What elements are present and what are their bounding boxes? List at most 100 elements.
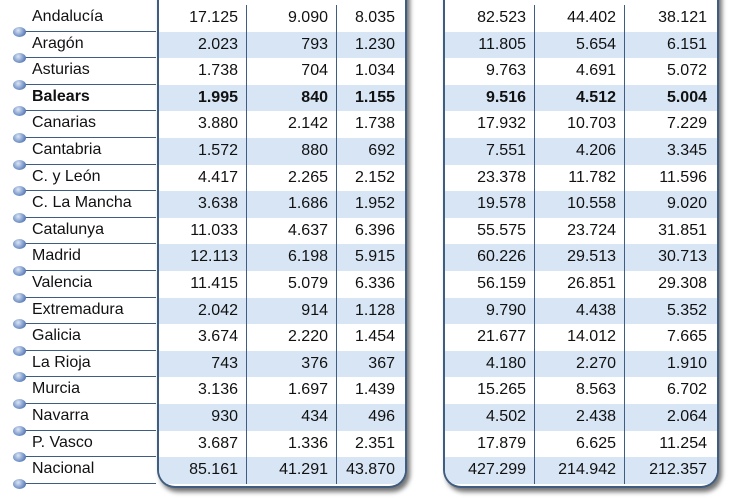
bullet-icon — [13, 425, 26, 436]
table-cell: 212.357 — [649, 461, 707, 479]
table-cell: 496 — [368, 408, 395, 425]
table-cell: 3.687 — [159, 430, 247, 458]
region-name: P. Vasco — [32, 433, 93, 451]
region-name: Murcia — [32, 380, 81, 398]
table-row: 21.677 14.012 7.665 — [445, 324, 717, 351]
region-name: Extremadura — [32, 300, 124, 318]
table-cell: 23.724 — [535, 217, 625, 245]
table-cell: 17.932 — [445, 111, 535, 138]
table-row: 9.790 4.438 5.352 — [445, 297, 717, 325]
table-cell: 2.438 — [535, 404, 625, 431]
table-cell: 1.128 — [354, 301, 395, 319]
table-row: 17.125 9.090 8.035 — [159, 5, 405, 32]
row-label: C. La Mancha — [13, 191, 156, 223]
table-row: 3.687 1.336 2.351 — [159, 430, 405, 458]
bullet-icon — [13, 345, 26, 356]
table-block-2: 82.523 44.402 38.121 11.805 5.654 6.151 9.763 4… — [443, 0, 719, 488]
table-row: 11.805 5.654 6.151 — [445, 31, 717, 59]
table-cell: 43.870 — [346, 461, 395, 479]
table-row: 56.159 26.851 29.308 — [445, 271, 717, 298]
table-cell: 4.502 — [445, 404, 535, 431]
table-cell: 1.995 — [159, 84, 247, 112]
bullet-icon — [13, 239, 26, 250]
row-label: Aragón — [13, 32, 156, 64]
table-cell: 6.151 — [666, 35, 707, 53]
table-cell: 1.910 — [666, 354, 707, 372]
table-cell: 2.152 — [354, 168, 395, 186]
region-name: Navarra — [32, 407, 89, 424]
table-cell: 6.702 — [666, 381, 707, 399]
table-cell: 3.880 — [159, 111, 247, 138]
row-label: Balears — [13, 85, 156, 117]
region-name: Valencia — [32, 274, 93, 291]
table-cell: 6.336 — [354, 275, 395, 292]
row-label: Valencia — [13, 271, 156, 303]
table-cell: 19.578 — [445, 191, 535, 218]
table-cell: 1.952 — [354, 195, 395, 213]
table-cell: 44.402 — [535, 5, 625, 32]
table-cell: 7.551 — [445, 138, 535, 165]
table-cell: 2.220 — [247, 324, 337, 351]
table-row: 9.763 4.691 5.072 — [445, 58, 717, 85]
table-cell: 14.012 — [535, 324, 625, 351]
table-cell: 2.042 — [159, 297, 247, 325]
table-cell: 5.654 — [535, 31, 625, 59]
table-cell: 11.596 — [659, 168, 707, 186]
row-label: Murcia — [13, 377, 156, 409]
table-cell: 4.512 — [535, 84, 625, 112]
table-cell: 4.438 — [535, 297, 625, 325]
table-cell: 1.572 — [159, 138, 247, 165]
table-cell: 1.439 — [354, 381, 395, 399]
row-label: Nacional — [13, 457, 156, 489]
table-row: 2.023 793 1.230 — [159, 31, 405, 59]
table-cell: 7.229 — [666, 115, 707, 133]
table-cell: 793 — [247, 31, 337, 59]
table-cell: 11.782 — [535, 164, 625, 192]
table-cell: 23.378 — [445, 164, 535, 192]
table-row: 930 434 496 — [159, 404, 405, 431]
bullet-icon — [13, 398, 26, 409]
table-cell: 5.004 — [666, 88, 707, 106]
table-cell: 5.352 — [666, 301, 707, 319]
table-cell: 930 — [159, 404, 247, 431]
row-label: La Rioja — [13, 351, 156, 383]
table-cell: 17.125 — [159, 5, 247, 32]
table-row: 2.042 914 1.128 — [159, 297, 405, 325]
table-cell: 6.625 — [535, 430, 625, 458]
table-cell: 1.738 — [159, 58, 247, 85]
table-cell: 434 — [247, 404, 337, 431]
table-cell: 9.090 — [247, 5, 337, 32]
table-row: 17.932 10.703 7.229 — [445, 111, 717, 138]
table-cell: 7.665 — [666, 328, 707, 346]
region-name: Catalunya — [32, 220, 105, 238]
row-label: Canarias — [13, 111, 156, 143]
region-name: Aragón — [32, 34, 84, 52]
table-row: 4.180 2.270 1.910 — [445, 350, 717, 378]
region-name: C. y León — [32, 167, 101, 185]
table-cell: 704 — [247, 58, 337, 85]
table-cell: 2.351 — [354, 434, 395, 452]
bullet-icon — [13, 319, 26, 330]
table-cell: 11.805 — [445, 31, 535, 59]
table-cell: 880 — [247, 138, 337, 165]
row-label: Cantabria — [13, 138, 156, 170]
table-cell: 29.513 — [535, 244, 625, 271]
table-row: 11.415 5.079 6.336 — [159, 271, 405, 298]
table-cell: 55.575 — [445, 217, 535, 245]
region-name: La Rioja — [32, 353, 91, 371]
table-cell: 214.942 — [535, 457, 625, 484]
table-cell: 82.523 — [445, 5, 535, 32]
region-name: Balears — [32, 87, 90, 105]
table-cell: 743 — [159, 350, 247, 378]
row-label: Galicia — [13, 324, 156, 356]
region-name: Cantabria — [32, 141, 102, 158]
row-label: Andalucía — [13, 5, 156, 37]
table-cell: 26.851 — [535, 271, 625, 298]
table-cell: 38.121 — [658, 9, 707, 26]
table-row: 55.575 23.724 31.851 — [445, 217, 717, 245]
table-row: 1.995 840 1.155 — [159, 84, 405, 112]
table-cell: 11.033 — [159, 217, 247, 245]
table-cell: 8.563 — [535, 377, 625, 404]
row-label: Madrid — [13, 244, 156, 276]
bullet-icon — [13, 212, 26, 223]
